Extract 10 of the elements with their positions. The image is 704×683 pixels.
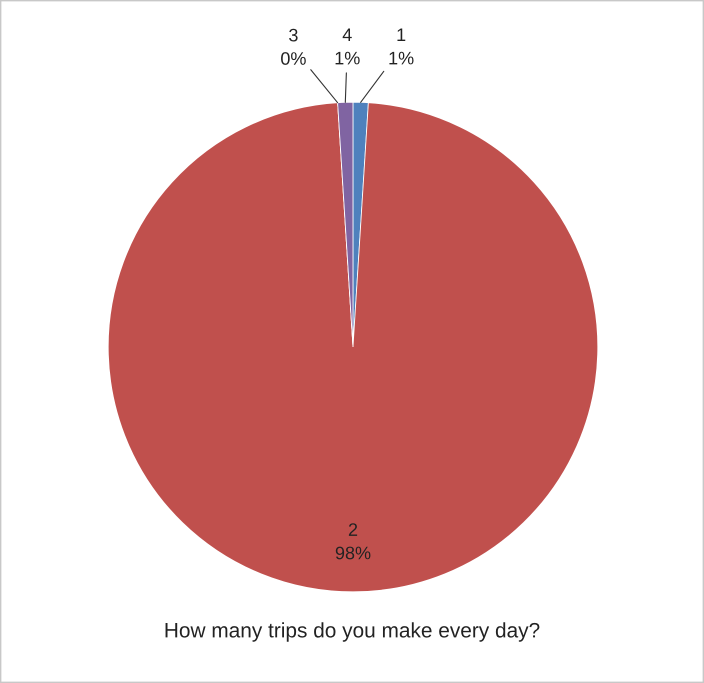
slice-label: 2 bbox=[348, 523, 358, 536]
text: 0% bbox=[281, 52, 306, 65]
data-label: 1% bbox=[336, 52, 360, 64]
category-label: 3 bbox=[289, 28, 298, 42]
data-label: 98% bbox=[336, 546, 370, 560]
slice-label: 4 bbox=[342, 28, 352, 41]
pie-slice bbox=[108, 102, 598, 592]
data-label: 1% bbox=[389, 52, 414, 64]
slice-label: 1 bbox=[397, 28, 406, 41]
text: How many trips do you make every day? bbox=[166, 622, 540, 642]
